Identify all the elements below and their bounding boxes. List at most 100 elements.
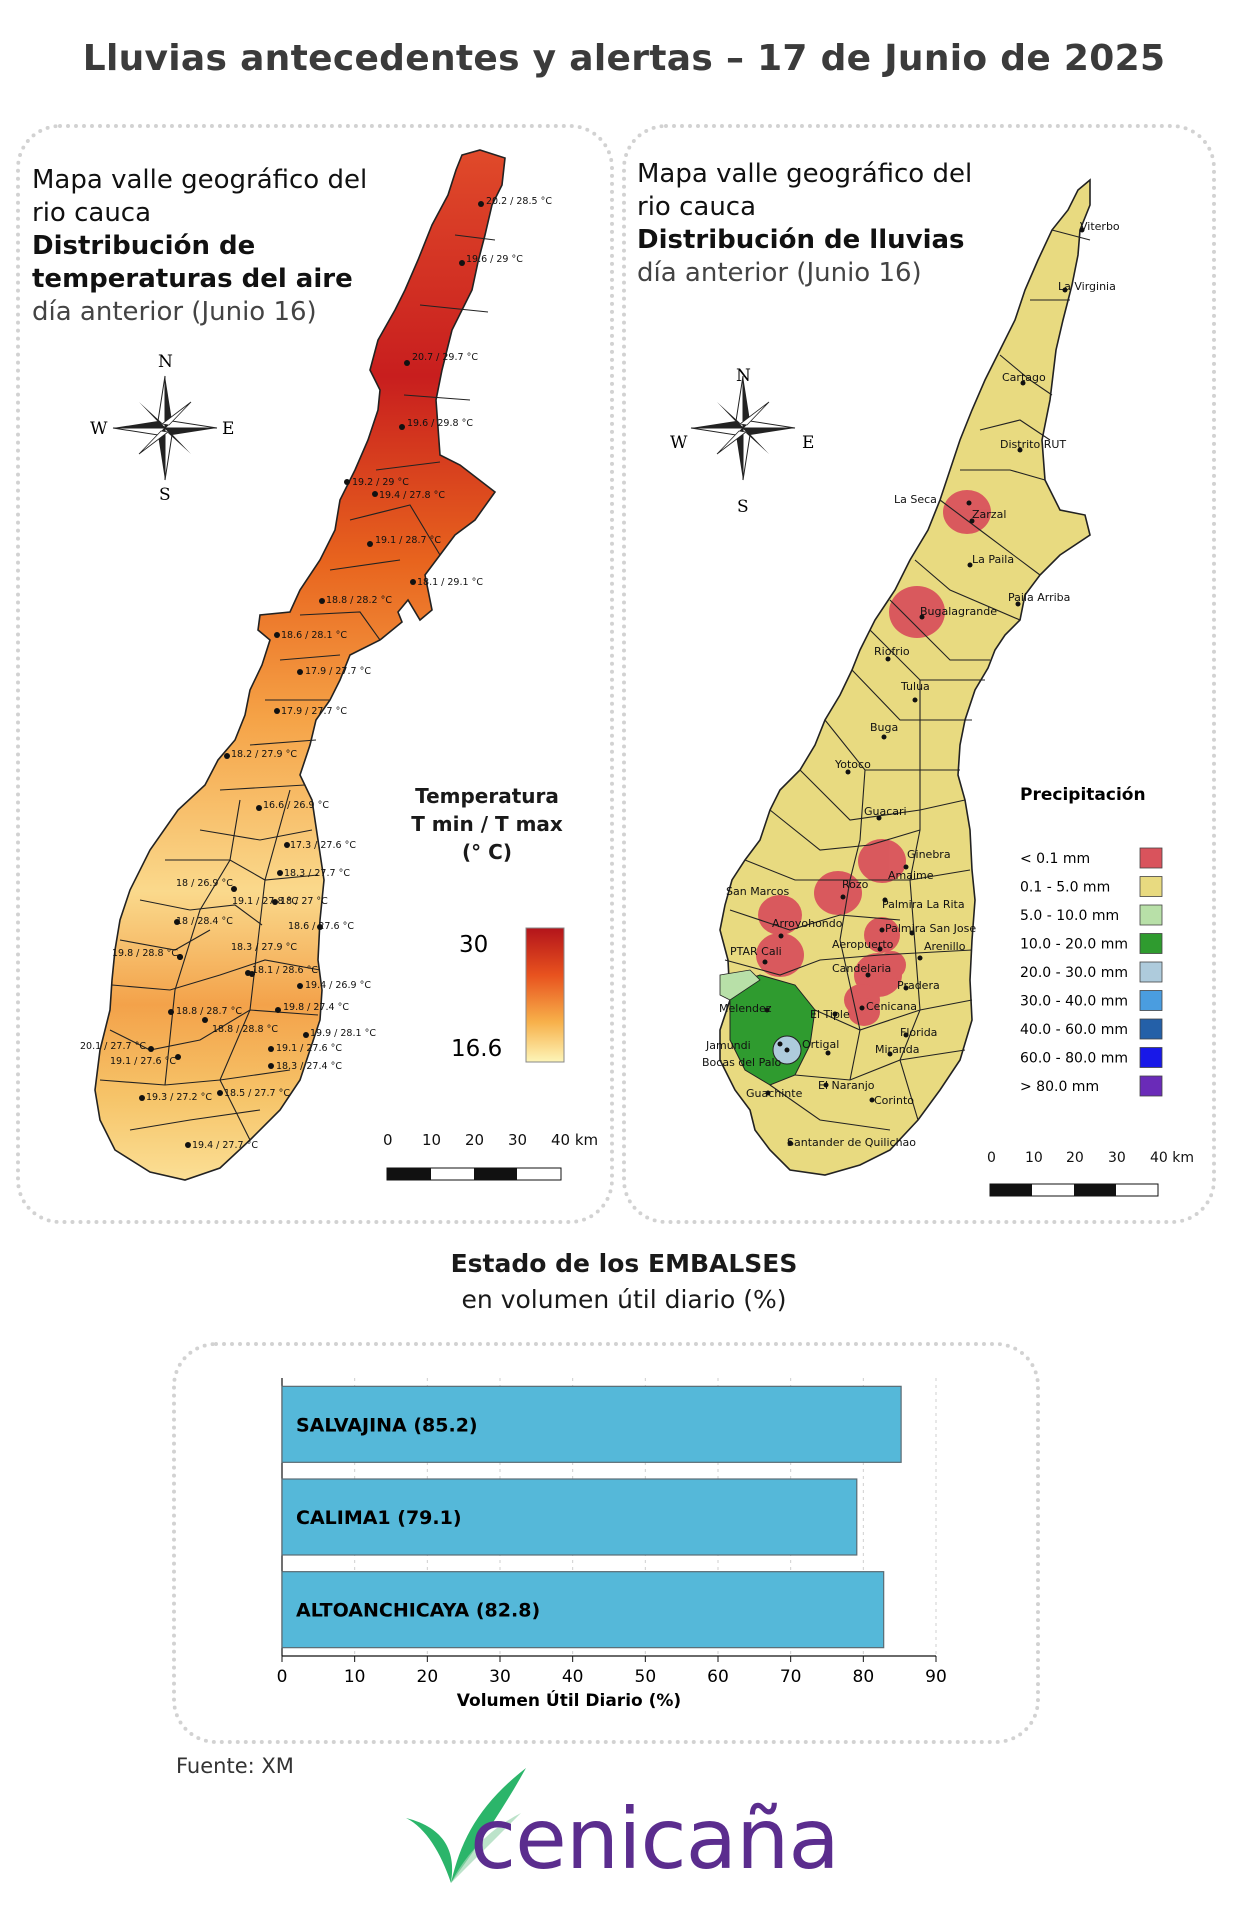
legend-swatch xyxy=(1139,990,1163,1011)
legend-swatch xyxy=(1139,961,1163,983)
legend-item-label: < 0.1 mm xyxy=(1020,851,1090,867)
compass-east-label: E xyxy=(802,433,814,453)
station-label: 18.2 / 27.9 °C xyxy=(231,749,297,760)
station-label: 19.9 / 28.1 °C xyxy=(310,1028,376,1039)
temperature-legend-title: Temperatura T min / T max (° C) xyxy=(410,782,564,866)
place-label: Paila Arriba xyxy=(1008,591,1070,604)
place-label: Arroyohondo xyxy=(772,917,843,930)
reservoirs-subtitle: en volumen útil diario (%) xyxy=(461,1285,787,1314)
legend-item-label: 5.0 - 10.0 mm xyxy=(1020,908,1119,924)
station-label: 17.9 / 27.7 °C xyxy=(305,666,371,677)
place-label: Tulua xyxy=(900,680,930,693)
place-label: Ortigal xyxy=(802,1038,839,1051)
place-label: Amaime xyxy=(888,869,934,882)
x-tick-label: 90 xyxy=(925,1667,947,1687)
compass-north-label: N xyxy=(158,352,173,372)
place-label: Santander de Quilichao xyxy=(787,1136,916,1149)
scale-label: 0 xyxy=(383,1131,393,1149)
reservoir-chart-panel xyxy=(172,1342,1040,1744)
bar xyxy=(281,1385,902,1463)
scale-label: 10 xyxy=(422,1131,441,1149)
rainfall-map-title: Mapa valle geográfico del rio cauca Dist… xyxy=(637,158,972,290)
place-label: Palmira La Rita xyxy=(882,898,965,911)
reservoir-bar-chart: 0 10 20 30 40 50 60 70 80 90 SALVAJINA (85.2) CALIM… xyxy=(277,1378,947,1711)
legend-item-label: 0.1 - 5.0 mm xyxy=(1020,880,1110,896)
rain-stations xyxy=(762,227,1085,1146)
station-label: 19.6 / 29 °C xyxy=(466,254,523,265)
place-label: La Seca xyxy=(894,493,937,506)
title-line-bold: temperaturas del aire xyxy=(32,264,353,294)
place-label: Cenicana xyxy=(866,1000,917,1013)
station-label: 18.3 / 27.4 °C xyxy=(276,1061,342,1072)
compass-south-label: S xyxy=(159,485,171,505)
place-label: PTAR Cali xyxy=(730,945,782,958)
place-label: Bocas del Palo xyxy=(702,1056,782,1069)
scale-label: 20 xyxy=(1066,1150,1084,1166)
station-label: 18.8 / 28.2 °C xyxy=(326,595,392,606)
compass-east-label: E xyxy=(222,419,234,439)
page-title: Lluvias antecedentes y alertas – 17 de J… xyxy=(82,38,1166,79)
scale-label: 20 xyxy=(465,1131,484,1149)
voronoi-lines xyxy=(99,234,496,1141)
title-line: rio cauca xyxy=(32,198,152,228)
voronoi-lines xyxy=(724,229,1091,1131)
compass-north-label: N xyxy=(736,366,751,386)
rainfall-map: Viterbo La Virginia Cartago Distrito RUT… xyxy=(670,178,1194,1197)
x-tick-label: 10 xyxy=(344,1667,366,1687)
place-label: San Marcos xyxy=(726,885,789,898)
station-label: 16.6 / 26.9 °C xyxy=(263,800,329,811)
x-tick-label: 40 xyxy=(562,1667,584,1687)
place-label: Arenillo xyxy=(924,940,966,953)
place-label: La Paila xyxy=(972,553,1014,566)
legend-item-label: > 80.0 mm xyxy=(1020,1079,1099,1095)
station-label: 19.2 / 29 °C xyxy=(352,477,409,488)
bar-label: CALIMA1 (79.1) xyxy=(296,1507,462,1529)
station-label: 17.9 / 27.7 °C xyxy=(281,706,347,717)
legend-swatch xyxy=(1139,1018,1163,1040)
rain-zone-light xyxy=(719,969,761,1001)
compass-west-label: W xyxy=(670,433,688,453)
station-label: 19.4 / 26.9 °C xyxy=(305,980,371,991)
place-label: Pradera xyxy=(897,979,940,992)
station-label: 18.5 / 27.7 °C xyxy=(224,1088,290,1099)
x-tick-label: 80 xyxy=(853,1667,875,1687)
title-line-bold: Distribución de xyxy=(32,231,256,261)
scale-label: 30 xyxy=(1108,1150,1126,1166)
place-label: La Virginia xyxy=(1058,280,1116,293)
legend-min-label: 16.6 xyxy=(451,1036,502,1062)
x-axis-label: Volumen Útil Diario (%) xyxy=(457,1689,681,1711)
legend-swatch xyxy=(1139,1075,1163,1097)
legend-item-label: 30.0 - 40.0 mm xyxy=(1020,994,1128,1010)
legend-item-label: 40.0 - 60.0 mm xyxy=(1020,1022,1128,1038)
x-tick-label: 50 xyxy=(635,1667,657,1687)
station-label: 18.3 / 27.9 °C xyxy=(231,942,297,953)
legend-item-label: 10.0 - 20.0 mm xyxy=(1020,937,1128,953)
scale-label: 10 xyxy=(1025,1150,1043,1166)
place-label: Palmira San Jose xyxy=(885,922,976,935)
cenicana-leaf-logo-icon xyxy=(406,1768,526,1883)
legend-title-line: (° C) xyxy=(462,840,512,864)
station-label: 18.8 / 28.8 °C xyxy=(212,1024,278,1035)
place-label: El Tiple xyxy=(810,1008,850,1021)
place-label: Guacari xyxy=(864,805,907,818)
rainfall-map-panel xyxy=(622,124,1216,1224)
place-label: El Naranjo xyxy=(818,1079,875,1092)
legend-swatch xyxy=(1139,876,1163,897)
place-label: Zarzal xyxy=(972,508,1006,521)
legend-item-label: 20.0 - 30.0 mm xyxy=(1020,965,1128,981)
reservoirs-title: Estado de los EMBALSES xyxy=(450,1249,798,1278)
station-label: 18.8 / 28.7 °C xyxy=(176,1006,242,1017)
place-label: Bugalagrande xyxy=(920,605,997,618)
station-label: 18 / 26.9 °C xyxy=(176,878,233,889)
precipitation-legend: < 0.1 mm 0.1 - 5.0 mm 5.0 - 10.0 mm 10.0 - … xyxy=(1020,847,1163,1097)
legend-max-label: 30 xyxy=(459,932,488,958)
legend-title-line: T min / T max xyxy=(411,812,563,836)
station-label: 19.1 / 28.7 °C xyxy=(375,535,441,546)
place-label: Buga xyxy=(870,721,898,734)
x-tick-label: 0 xyxy=(277,1667,288,1687)
scale-label: 30 xyxy=(508,1131,527,1149)
place-label: Guachinte xyxy=(746,1087,803,1100)
bar xyxy=(281,1571,885,1649)
compass-west-label: W xyxy=(90,419,108,439)
reservoirs-heading: Estado de los EMBALSES en volumen útil d… xyxy=(0,1246,1248,1318)
